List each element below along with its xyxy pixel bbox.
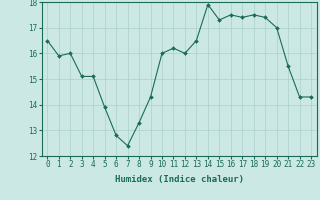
X-axis label: Humidex (Indice chaleur): Humidex (Indice chaleur) — [115, 175, 244, 184]
